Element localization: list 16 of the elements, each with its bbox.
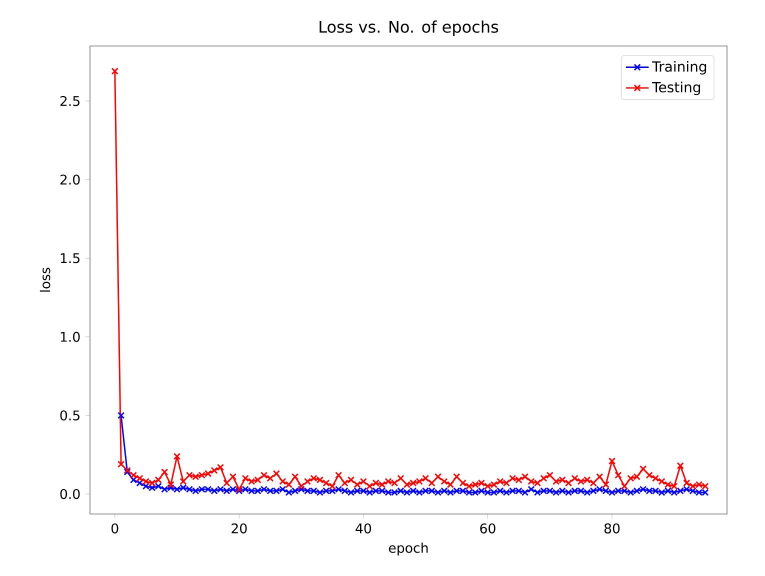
y-tick-label: 2.0 — [60, 174, 80, 185]
y-tick-label: 1.0 — [60, 332, 80, 342]
x-axis-title: epoch — [388, 542, 428, 556]
y-tick-label: 0.0 — [60, 488, 80, 500]
x-tick-label: 0 — [111, 523, 118, 534]
x-tick-label: 60 — [480, 523, 496, 534]
chart-title: Loss vs. No. of epochs — [320, 20, 498, 36]
y-tick-label: 0.5 — [60, 410, 80, 420]
x-tick-label: 40 — [356, 523, 372, 534]
y-tick-label: 1.5 — [60, 253, 80, 264]
y-tick-label: 2.5 — [60, 96, 80, 106]
legend-label: Testing — [652, 82, 700, 96]
x-tick-label: 80 — [604, 523, 620, 534]
legend-label: Training — [652, 60, 706, 75]
x-tick-label: 20 — [232, 523, 247, 534]
y-axis-title: loss — [40, 268, 50, 292]
